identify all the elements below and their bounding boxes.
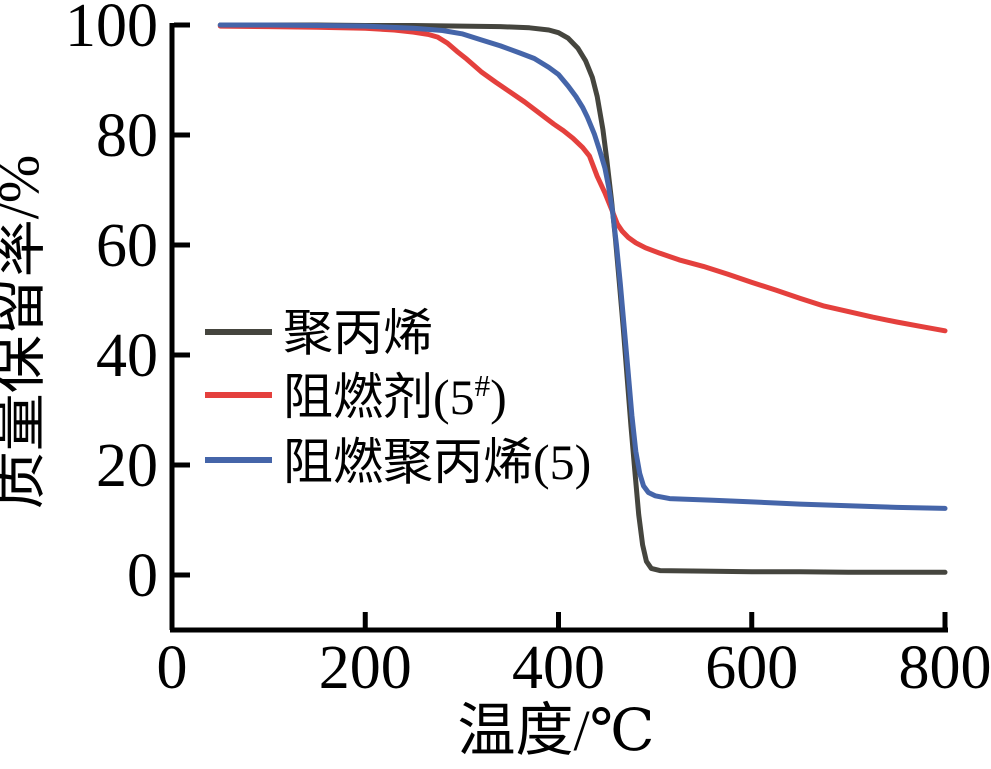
legend-item-pp: 聚丙烯 xyxy=(205,305,433,361)
y-tick-label: 100 xyxy=(65,0,158,60)
legend-label-pp-text: 聚丙烯 xyxy=(283,305,433,361)
y-tick-label: 20 xyxy=(96,432,158,500)
curves xyxy=(217,22,948,575)
x-axis-title: 温度/℃ xyxy=(458,698,655,763)
y-axis-title: 质量保留率/% xyxy=(0,155,51,509)
x-tick-label: 0 xyxy=(157,634,188,702)
axis-ticks xyxy=(169,22,948,628)
y-tick-label: 60 xyxy=(96,212,158,280)
y-tick-label: 80 xyxy=(96,102,158,170)
x-tick-label: 800 xyxy=(899,634,991,702)
curve-frpp xyxy=(217,22,948,511)
legend-label-frpp: 阻燃聚丙烯(5) xyxy=(283,434,591,490)
y-tick-label: 40 xyxy=(96,322,158,390)
curve-fr xyxy=(217,23,948,334)
x-tick-label: 600 xyxy=(705,634,798,702)
legend-label-pp: 聚丙烯 xyxy=(283,305,433,361)
legend-label-fr-superscript: # xyxy=(475,368,491,403)
y-tick-label: 0 xyxy=(127,542,158,610)
legend-label-frpp-text: 阻燃聚丙烯(5) xyxy=(283,434,591,490)
axis-tick-labels: 0 200 400 600 800 0 20 40 60 80 100 xyxy=(65,0,991,702)
axes: 0 200 400 600 800 0 20 40 60 80 100 xyxy=(65,0,991,702)
x-tick-label: 200 xyxy=(319,634,412,702)
legend-label-fr-text: 阻燃剂(5 xyxy=(283,369,475,425)
legend-label-fr-close: ) xyxy=(490,369,507,425)
legend-item-fr: 阻燃剂(5#) xyxy=(205,368,507,425)
legend-label-fr: 阻燃剂(5#) xyxy=(283,368,507,425)
legend-item-frpp: 阻燃聚丙烯(5) xyxy=(205,434,591,490)
x-tick-label: 400 xyxy=(512,634,605,702)
legend: 聚丙烯 阻燃剂(5#) 阻燃聚丙烯(5) xyxy=(205,305,591,490)
